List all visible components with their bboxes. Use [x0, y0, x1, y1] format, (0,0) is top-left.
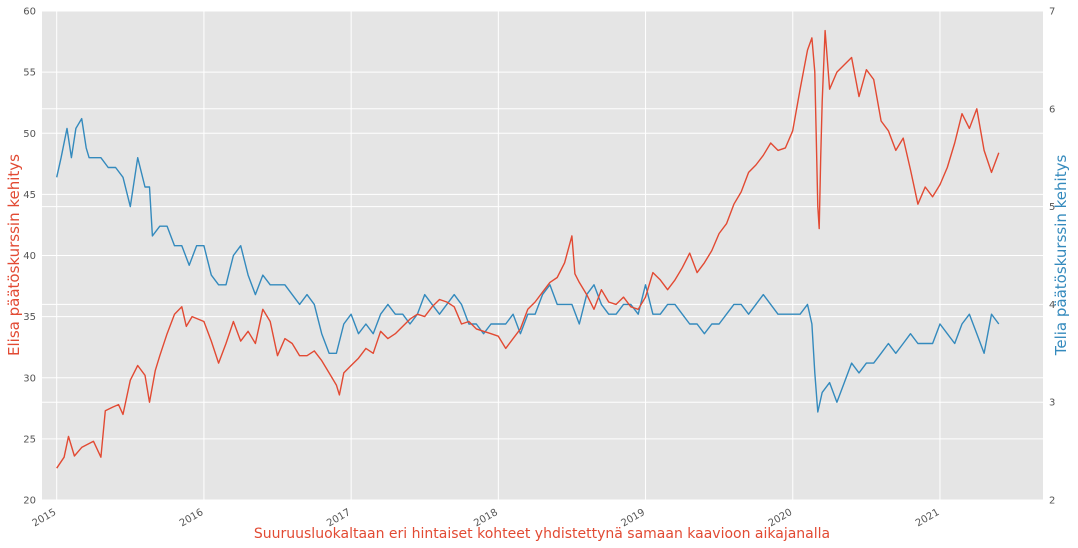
right-y-tick-label: 7: [1049, 7, 1055, 18]
left-y-axis-ticks: 20 25 30 35 40 45 50 55 60: [23, 7, 36, 507]
x-tick-label: 2015: [31, 507, 59, 529]
right-y-axis-ticks: 2 3 4 5 6 7: [1049, 7, 1055, 507]
left-y-tick-label: 60: [23, 7, 36, 18]
left-y-tick-label: 35: [23, 312, 36, 323]
elisa-series-line: [56, 29, 1000, 469]
left-y-tick-label: 45: [23, 190, 36, 201]
left-y-axis-label: Elisa päätöskurssin kehitys: [5, 154, 23, 356]
series-layer: [56, 29, 1000, 469]
right-y-axis-label: Telia päätöskurssin kehitys: [1052, 155, 1070, 357]
right-y-tick-label: 4: [1049, 300, 1055, 311]
grid-lines: [42, 10, 1043, 501]
left-y-tick-label: 55: [23, 68, 36, 79]
left-y-tick-label: 25: [23, 434, 36, 445]
x-tick-label: 2021: [914, 507, 942, 529]
left-y-tick-label: 20: [23, 496, 36, 507]
left-y-tick-label: 30: [23, 373, 36, 384]
left-y-tick-label: 40: [23, 251, 36, 262]
x-tick-label: 2016: [178, 507, 206, 529]
right-y-tick-label: 5: [1049, 202, 1055, 213]
right-y-tick-label: 6: [1049, 104, 1055, 115]
telia-series-line: [56, 117, 1000, 413]
right-y-tick-label: 2: [1049, 496, 1055, 507]
x-axis-label: Suuruusluokaltaan eri hintaiset kohteet …: [254, 526, 830, 542]
left-y-tick-label: 50: [23, 129, 36, 140]
right-y-tick-label: 3: [1049, 398, 1055, 409]
